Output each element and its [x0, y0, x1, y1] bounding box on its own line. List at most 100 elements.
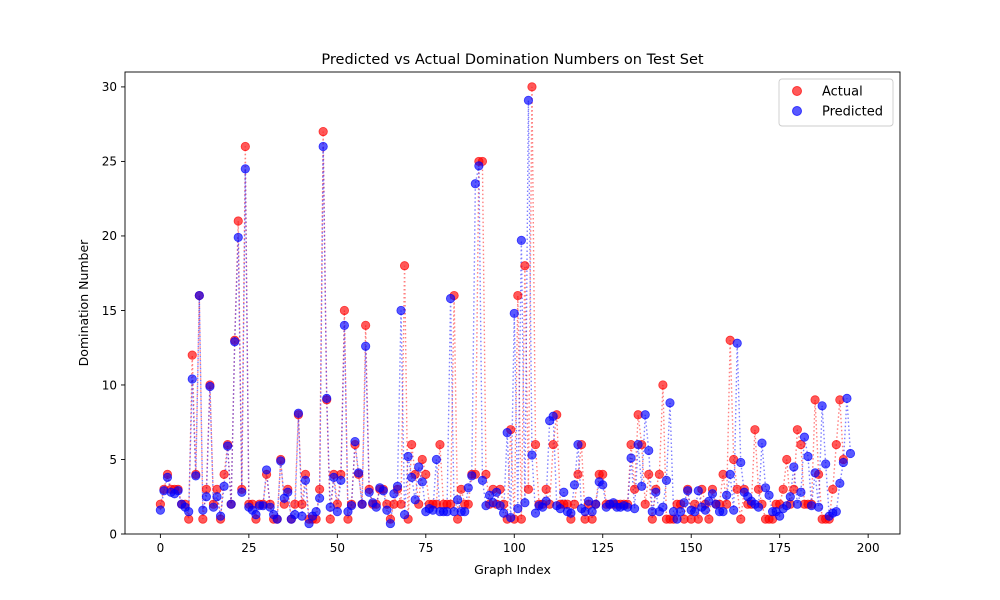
data-point-predicted [530, 508, 541, 518]
data-point-actual [315, 484, 325, 494]
data-point-predicted [297, 511, 307, 521]
data-point-actual [407, 439, 417, 450]
data-point-predicted [799, 432, 810, 442]
data-point-predicted [523, 95, 534, 105]
data-point-predicted [838, 457, 848, 468]
data-point-predicted [205, 381, 215, 392]
data-point-predicted [378, 486, 388, 496]
data-point-actual [828, 484, 838, 494]
data-point-predicted [845, 448, 856, 459]
data-point-predicted [495, 501, 505, 511]
legend-frame [778, 78, 894, 127]
data-point-predicted [385, 518, 396, 529]
data-point-predicted [201, 492, 211, 502]
data-point-predicted [651, 487, 661, 497]
data-point-actual [339, 305, 350, 316]
data-point-actual [435, 439, 445, 450]
data-point-predicted [453, 495, 463, 505]
data-point-actual [513, 290, 523, 301]
data-point-predicted [403, 451, 413, 462]
data-point-predicted [477, 475, 488, 485]
legend: Actual Predicted [778, 78, 894, 127]
x-tick-label: 200 [857, 541, 880, 555]
data-point-predicted [785, 492, 795, 502]
data-point-predicted [208, 502, 219, 512]
data-point-predicted [775, 511, 785, 521]
data-point-predicted [460, 507, 470, 517]
y-tick-label: 15 [102, 304, 117, 318]
data-point-predicted [527, 450, 537, 460]
data-point-predicted [732, 338, 742, 348]
data-point-predicted [665, 398, 675, 408]
data-point-predicted [591, 499, 601, 509]
data-point-actual [523, 484, 534, 494]
data-point-predicted [336, 475, 346, 485]
data-point-predicted [690, 507, 700, 517]
y-tick-label: 0 [109, 527, 117, 541]
data-point-predicted [230, 337, 240, 347]
data-point-predicted [707, 489, 718, 499]
data-point-predicted [162, 472, 173, 482]
data-point-predicted [173, 486, 183, 496]
data-point-actual [598, 469, 608, 479]
data-point-predicted [693, 486, 703, 496]
y-tick-label: 25 [102, 155, 117, 169]
data-point-predicted [261, 465, 272, 475]
data-point-predicted [332, 507, 342, 517]
data-point-predicted [470, 179, 480, 189]
data-point-predicted [445, 293, 456, 304]
data-point-predicted [474, 161, 484, 171]
data-point-predicted [629, 504, 640, 514]
data-point-predicted [396, 305, 406, 316]
data-point-predicted [346, 501, 357, 511]
x-tick-label: 25 [241, 541, 256, 555]
y-tick-label: 10 [102, 378, 117, 392]
data-point-actual [548, 439, 558, 450]
data-point-predicted [431, 454, 442, 465]
data-point-predicted [683, 486, 693, 496]
data-point-predicted [339, 320, 350, 330]
data-point-predicted [637, 481, 647, 491]
data-point-predicted [357, 499, 367, 509]
data-point-predicted [817, 401, 827, 411]
x-tick-label: 100 [503, 541, 526, 555]
data-point-actual [693, 514, 703, 524]
data-point-actual [297, 499, 307, 509]
data-point-predicted [644, 445, 654, 456]
data-point-predicted [548, 411, 558, 421]
data-point-predicted [233, 232, 243, 243]
data-point-actual [640, 499, 650, 509]
series-points-actual [155, 82, 848, 524]
plot-area [155, 82, 856, 529]
data-point-actual [750, 425, 760, 435]
data-point-predicted [658, 502, 668, 512]
data-point-predicted [842, 393, 852, 403]
legend-label-actual: Actual [822, 85, 863, 100]
data-point-predicted [736, 457, 746, 468]
data-point-predicted [520, 498, 530, 508]
data-point-predicted [782, 501, 792, 511]
x-tick-label: 125 [591, 541, 614, 555]
data-point-predicted [265, 502, 275, 512]
data-point-actual [516, 514, 526, 524]
data-point-actual [219, 469, 229, 479]
axes: 0 25 50 75 100 125 150 175 200 0 5 10 15 20 25 30 [102, 71, 901, 555]
data-point-predicted [392, 481, 403, 491]
data-point-actual [399, 261, 410, 271]
data-point-actual [325, 514, 335, 524]
data-point-actual [463, 499, 473, 509]
data-point-predicted [350, 436, 360, 447]
data-point-predicted [725, 469, 735, 479]
data-point-predicted [502, 428, 512, 438]
data-point-predicted [718, 507, 728, 517]
data-point-predicted [212, 492, 222, 502]
data-point-predicted [364, 487, 374, 497]
data-point-actual [782, 454, 792, 465]
data-point-actual [654, 469, 664, 479]
data-point-predicted [821, 459, 831, 469]
data-point-actual [240, 141, 250, 152]
axes-frame [124, 71, 901, 535]
data-point-predicted [499, 508, 509, 518]
data-point-predicted [407, 472, 417, 482]
data-point-actual [796, 439, 806, 450]
